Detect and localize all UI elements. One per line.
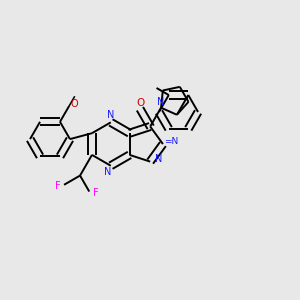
Text: N: N [155,154,162,164]
Text: O: O [70,99,78,109]
Text: N: N [158,98,165,107]
Text: F: F [55,181,60,191]
Text: O: O [136,98,145,108]
Text: F: F [93,188,99,198]
Text: =N: =N [164,137,178,146]
Text: N: N [104,167,112,177]
Text: N: N [107,110,115,120]
